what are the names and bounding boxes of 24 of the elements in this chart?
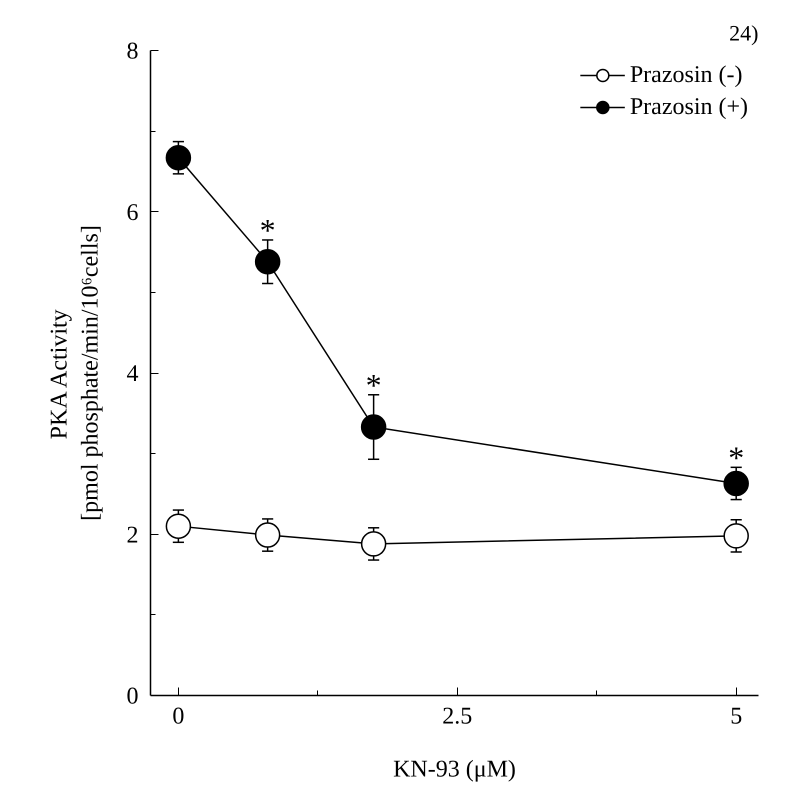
annotation: * [728, 439, 744, 476]
point [723, 470, 749, 496]
y-tick-label: 2 [126, 522, 138, 548]
point [166, 513, 192, 539]
point [254, 249, 280, 274]
point [166, 145, 192, 170]
point [723, 523, 749, 549]
y-tick-label: 6 [126, 200, 138, 226]
y-tick-label: 8 [126, 38, 138, 64]
y-axis-title: PKA Activity [pmol phosphate/min/10⁶cells] [46, 225, 104, 521]
x-axis-title: KN-93 (μM) [393, 756, 516, 782]
y-tick-label: 0 [126, 684, 138, 710]
legend-label: Prazosin (+) [630, 94, 748, 120]
x-tick-label: 5 [730, 704, 742, 730]
x-tick-label: 0 [172, 704, 184, 730]
point [360, 414, 386, 440]
point [360, 531, 386, 557]
legend-label: Prazosin (-) [630, 62, 742, 88]
annotation: * [260, 212, 276, 248]
point [254, 522, 280, 548]
annotation: * [366, 366, 382, 403]
x-tick-label: 2.5 [442, 704, 472, 730]
y-tick-label: 4 [126, 361, 138, 387]
text: 24) [729, 20, 758, 46]
